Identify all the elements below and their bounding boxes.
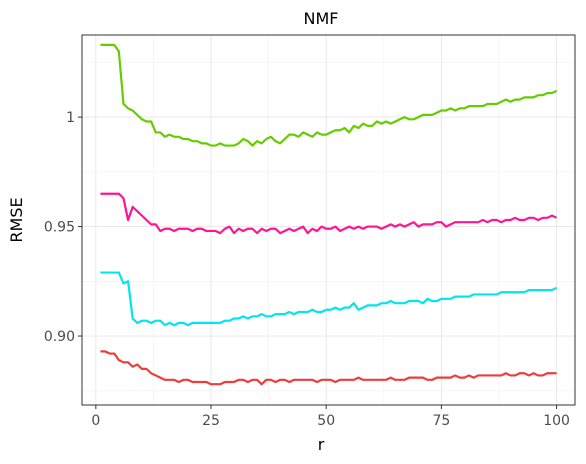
y-axis-label: RMSE	[7, 197, 26, 242]
series-layer	[100, 43, 558, 386]
series-line-2	[100, 192, 558, 235]
y-tick-label: 1	[66, 110, 75, 126]
x-tick-label: 100	[543, 413, 570, 429]
series-line-4	[100, 350, 557, 386]
grid	[82, 35, 575, 405]
axes: 0 25 50 75 100 0.90 0.95 1	[44, 110, 570, 429]
x-axis-label: r	[318, 435, 325, 454]
series-line-1	[100, 43, 558, 147]
y-tick-label: 0.95	[44, 220, 75, 236]
y-tick-label: 0.90	[44, 329, 75, 345]
chart-title: NMF	[304, 9, 339, 28]
plot-border	[81, 34, 576, 406]
x-tick-label: 25	[202, 413, 220, 429]
series-line-3	[100, 271, 558, 327]
x-tick-label: 75	[432, 413, 450, 429]
x-tick-label: 0	[91, 413, 100, 429]
x-tick-label: 50	[317, 413, 335, 429]
